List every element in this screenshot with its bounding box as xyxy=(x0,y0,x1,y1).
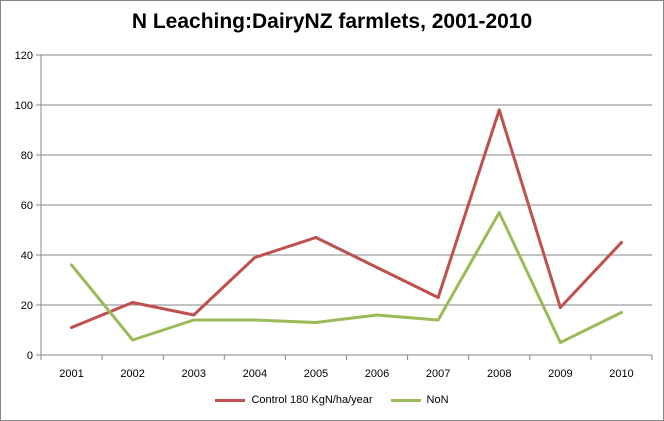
data-point-0 xyxy=(619,241,623,244)
data-point-1 xyxy=(70,263,74,267)
tick-labels: 0 20 40 60 80 100 120 2001 2002 2003 2004 2005 2006 2… xyxy=(15,50,634,380)
series-line-1 xyxy=(70,211,623,344)
data-point-0 xyxy=(131,301,135,304)
series-lines xyxy=(70,108,623,344)
series-line-0 xyxy=(70,108,623,329)
legend-item-non: NoN xyxy=(390,394,449,406)
x-tick-label: 2010 xyxy=(609,368,633,380)
data-point-1 xyxy=(497,211,501,214)
gridlines xyxy=(41,54,652,306)
legend: Control 180 KgN/ha/year NoN xyxy=(0,394,664,406)
legend-item-control: Control 180 KgN/ha/year xyxy=(215,394,373,406)
x-tick-label: 2005 xyxy=(304,368,328,380)
x-tick-label: 2009 xyxy=(548,368,572,380)
data-point-0 xyxy=(314,236,318,239)
data-point-1 xyxy=(558,341,562,344)
data-point-0 xyxy=(70,326,74,329)
chart-title: N Leaching:DairyNZ farmlets, 2001-2010 xyxy=(131,10,533,33)
legend-label-control: Control 180 KgN/ha/year xyxy=(251,394,373,406)
legend-swatch-control xyxy=(215,398,246,402)
data-point-1 xyxy=(619,311,623,314)
data-point-0 xyxy=(375,266,379,269)
y-tick-label: 60 xyxy=(21,200,33,212)
x-tick-label: 2004 xyxy=(243,368,267,380)
x-tick-label: 2003 xyxy=(182,368,206,380)
y-tick-label: 20 xyxy=(21,300,33,312)
data-point-0 xyxy=(558,306,562,309)
x-tick-label: 2008 xyxy=(487,368,511,380)
y-tick-label: 40 xyxy=(21,250,33,262)
axes xyxy=(36,54,653,360)
y-tick-label: 120 xyxy=(15,50,33,62)
data-point-0 xyxy=(436,296,440,299)
data-point-1 xyxy=(192,318,196,322)
data-point-1 xyxy=(131,338,135,342)
x-tick-label: 2001 xyxy=(59,368,83,380)
x-tick-label: 2007 xyxy=(426,368,450,380)
y-tick-label: 0 xyxy=(27,350,33,362)
y-tick-label: 80 xyxy=(21,150,33,162)
data-point-1 xyxy=(436,318,440,322)
data-point-0 xyxy=(497,108,501,112)
data-point-0 xyxy=(253,256,257,259)
data-point-1 xyxy=(253,318,257,322)
x-tick-label: 2006 xyxy=(365,368,389,380)
legend-swatch-non xyxy=(390,398,421,402)
data-point-0 xyxy=(192,313,196,317)
y-tick-label: 100 xyxy=(15,100,33,112)
x-tick-label: 2002 xyxy=(120,368,144,380)
legend-label-non: NoN xyxy=(426,394,449,406)
data-point-1 xyxy=(375,313,379,317)
data-point-1 xyxy=(314,321,318,324)
